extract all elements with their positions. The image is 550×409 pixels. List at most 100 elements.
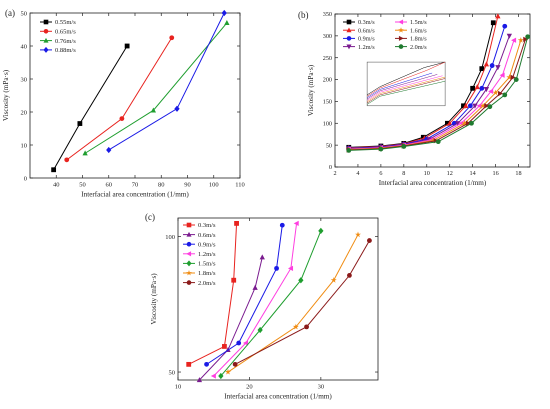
y-tick-label: 0 bbox=[329, 164, 332, 171]
legend-item: 0.9m/s bbox=[183, 241, 216, 248]
legend-label: 1.6m/s bbox=[410, 27, 427, 34]
y-tick-label: 150 bbox=[323, 99, 332, 106]
series-line bbox=[220, 230, 322, 377]
legend-marker bbox=[186, 260, 192, 267]
data-point bbox=[242, 340, 249, 346]
data-point bbox=[231, 277, 237, 283]
data-point bbox=[517, 37, 524, 43]
x-tick-label: 4 bbox=[356, 170, 359, 177]
y-axis-label: Viscosity (mPa·s) bbox=[2, 69, 10, 121]
data-point bbox=[222, 344, 227, 349]
legend-marker bbox=[398, 27, 404, 33]
plot-frame bbox=[177, 217, 379, 381]
series-line bbox=[199, 257, 263, 381]
x-axis-label: Interfacial area concentration (1/mm) bbox=[81, 191, 189, 199]
data-point bbox=[525, 34, 531, 40]
data-point bbox=[490, 20, 496, 26]
x-tick-label: 70 bbox=[132, 182, 139, 189]
legend-item: 1.8m/s bbox=[395, 36, 427, 43]
legend-item: 0.55m/s bbox=[40, 19, 76, 26]
data-point bbox=[479, 66, 485, 72]
legend-marker bbox=[186, 241, 192, 247]
legend-label: 2.0m/s bbox=[410, 44, 427, 51]
inset-line bbox=[366, 80, 446, 105]
series-line bbox=[234, 240, 370, 365]
series-line bbox=[213, 223, 298, 377]
legend-label: 0.65m/s bbox=[55, 29, 76, 36]
legend-label: 0.76m/s bbox=[55, 38, 76, 45]
y-tick-label: 100 bbox=[165, 234, 175, 241]
legend-item: 1.2m/s bbox=[343, 44, 375, 51]
data-point bbox=[483, 87, 490, 93]
data-point bbox=[221, 9, 227, 17]
x-tick-label: 90 bbox=[184, 182, 191, 189]
legend-item: 1.5m/s bbox=[395, 19, 427, 26]
x-axis-label: Interfacial area concentration (1/mm) bbox=[379, 179, 487, 187]
data-point bbox=[487, 104, 493, 110]
x-tick-label: 18 bbox=[515, 170, 521, 177]
legend-item: 1.6m/s bbox=[395, 27, 427, 34]
data-point bbox=[252, 284, 258, 290]
data-point bbox=[119, 116, 125, 121]
x-tick-label: 14 bbox=[470, 170, 476, 177]
x-tick-label: 20 bbox=[246, 384, 253, 391]
y-tick-label: 50 bbox=[21, 10, 28, 17]
data-point bbox=[124, 43, 130, 49]
series-line bbox=[66, 37, 173, 161]
series-0.55m/s bbox=[51, 43, 130, 173]
legend-item: 1.8m/s bbox=[183, 270, 216, 277]
data-point bbox=[483, 61, 490, 67]
legend-label: 0.3m/s bbox=[358, 19, 375, 26]
chart-panel-0: 40 50 60 70 80 90 100 110 0 10 20 30 40 50 Interfacial… bbox=[2, 8, 245, 199]
data-point bbox=[474, 84, 480, 90]
data-point bbox=[274, 265, 279, 271]
data-point bbox=[196, 377, 203, 383]
y-tick-label: 50 bbox=[169, 369, 176, 376]
legend-label: 1.8m/s bbox=[410, 36, 427, 43]
legend: 0.3m/s0.6m/s 0.9m/s1.2m/s 1.5m/s1.6m/s 1.8m… bbox=[343, 19, 427, 51]
legend-item: 0.6m/s bbox=[183, 232, 216, 239]
x-tick-label: 30 bbox=[318, 384, 325, 391]
data-point bbox=[430, 137, 437, 143]
data-point bbox=[498, 90, 504, 97]
data-point bbox=[259, 254, 265, 260]
series-1.5m/s bbox=[218, 227, 324, 380]
legend-label: 2.0m/s bbox=[198, 280, 216, 287]
legend-marker bbox=[398, 19, 404, 25]
y-tick-label: 40 bbox=[21, 43, 28, 50]
series-0.88m/s bbox=[106, 9, 227, 154]
legend-item: 0.6m/s bbox=[343, 27, 375, 34]
x-tick-label: 100 bbox=[209, 182, 219, 189]
data-point bbox=[204, 361, 209, 367]
data-point bbox=[225, 368, 231, 375]
legend-marker bbox=[346, 19, 352, 25]
data-point bbox=[511, 37, 517, 43]
series-1.8m/s bbox=[225, 231, 361, 375]
y-tick-label: 350 bbox=[323, 11, 332, 18]
inset bbox=[366, 61, 446, 107]
x-tick-label: 12 bbox=[447, 170, 453, 177]
y-tick-label: 0 bbox=[24, 175, 27, 182]
x-tick-label: 110 bbox=[235, 182, 245, 189]
inset-line bbox=[366, 75, 443, 101]
inset-line bbox=[366, 61, 446, 96]
data-point bbox=[510, 74, 516, 81]
data-point bbox=[279, 222, 285, 228]
chart-panel-1: 2 4 6 8 10 12 14 16 18 0 50 100 150 200 250 300 350 Inter… bbox=[298, 10, 531, 187]
legend-label: 1.5m/s bbox=[410, 19, 427, 26]
data-point bbox=[169, 35, 175, 41]
legend-label: 0.9m/s bbox=[198, 241, 216, 248]
panel-label: (a) bbox=[5, 8, 15, 18]
x-tick-label: 6 bbox=[379, 170, 382, 177]
legend-item: 1.5m/s bbox=[183, 260, 216, 268]
legend-marker bbox=[398, 35, 404, 41]
legend-marker bbox=[186, 280, 192, 285]
y-tick-label: 300 bbox=[323, 33, 332, 40]
y-tick-label: 30 bbox=[21, 76, 28, 83]
y-axis-label: Viscosity (mPa·s) bbox=[307, 64, 315, 116]
data-point bbox=[232, 361, 238, 367]
y-tick-label: 10 bbox=[21, 142, 28, 149]
data-point bbox=[186, 361, 192, 367]
x-tick-label: 50 bbox=[79, 182, 86, 189]
legend-label: 0.55m/s bbox=[55, 19, 76, 26]
